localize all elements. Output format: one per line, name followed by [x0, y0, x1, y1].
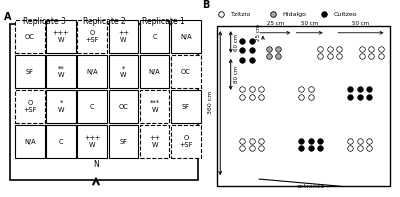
Text: O
+SF: O +SF [86, 30, 99, 43]
Bar [10, 24, 198, 180]
Bar [46, 20, 76, 53]
Text: N: N [93, 160, 99, 169]
Text: N/A: N/A [86, 69, 98, 75]
Bar [171, 20, 201, 53]
Bar [140, 90, 170, 123]
Text: Replicate 3: Replicate 3 [22, 17, 66, 26]
Bar [109, 90, 138, 123]
Text: 50 cm: 50 cm [352, 21, 370, 26]
Text: SF: SF [120, 139, 127, 145]
Text: B: B [202, 0, 210, 10]
Text: C: C [152, 34, 157, 40]
Bar [46, 90, 76, 123]
Text: N/A: N/A [149, 69, 160, 75]
Bar [140, 125, 170, 158]
Text: Tzitzio: Tzitzio [231, 12, 251, 17]
Bar [140, 55, 170, 88]
Text: N/A: N/A [180, 34, 192, 40]
Bar [46, 55, 76, 88]
Text: OC: OC [25, 34, 35, 40]
Text: OC: OC [181, 69, 191, 75]
Text: ***
W: *** W [150, 100, 160, 113]
Bar [109, 20, 138, 53]
Text: OC: OC [118, 104, 128, 110]
Text: Hidalgo: Hidalgo [282, 12, 306, 17]
Bar [171, 90, 201, 123]
Bar [140, 20, 170, 53]
Bar [78, 125, 107, 158]
Bar [15, 125, 44, 158]
Text: ++
W: ++ W [118, 30, 129, 43]
Bar [171, 125, 201, 158]
Text: A: A [4, 12, 12, 22]
Text: O
+SF: O +SF [23, 100, 36, 113]
Text: C: C [59, 139, 63, 145]
Text: Cuitzeo: Cuitzeo [333, 12, 357, 17]
Bar [78, 55, 107, 88]
Bar [218, 26, 390, 186]
Text: 80 cm: 80 cm [234, 66, 238, 83]
Text: O
+SF: O +SF [179, 135, 192, 148]
Text: SF: SF [26, 69, 34, 75]
Text: *
W: * W [58, 100, 64, 113]
Text: ++
W: ++ W [149, 135, 160, 148]
Bar [171, 55, 201, 88]
Text: 50 cm: 50 cm [301, 21, 318, 26]
Text: entrance: entrance [296, 184, 325, 189]
Bar [109, 125, 138, 158]
Text: +++
W: +++ W [84, 135, 100, 148]
Bar [78, 90, 107, 123]
Bar [78, 20, 107, 53]
Text: 360 cm: 360 cm [208, 90, 213, 114]
Text: *
W: * W [120, 65, 127, 78]
Text: SF: SF [182, 104, 190, 110]
Text: **
W: ** W [58, 65, 64, 78]
Bar [15, 20, 44, 53]
Text: C: C [90, 104, 94, 110]
Text: Replicate 2: Replicate 2 [83, 17, 125, 26]
Text: 25 cm: 25 cm [256, 24, 261, 41]
Bar [109, 55, 138, 88]
Text: 60 cm: 60 cm [234, 33, 238, 51]
Bar [15, 90, 44, 123]
Text: N/A: N/A [24, 139, 36, 145]
Text: Replicate 1: Replicate 1 [142, 17, 184, 26]
Bar [15, 55, 44, 88]
Text: +++
W: +++ W [53, 30, 69, 43]
Bar [46, 125, 76, 158]
Text: 25 cm: 25 cm [267, 21, 284, 26]
